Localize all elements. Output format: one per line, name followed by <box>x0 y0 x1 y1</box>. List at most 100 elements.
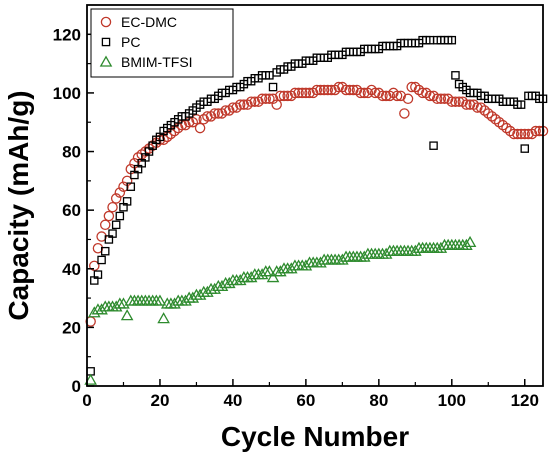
data-point <box>98 300 112 312</box>
data-point <box>520 144 530 153</box>
x-axis: 0 20 40 60 80 100 120 <box>82 379 539 410</box>
data-point <box>304 87 315 99</box>
data-point <box>205 111 217 122</box>
data-point <box>113 297 127 309</box>
data-point <box>438 238 451 250</box>
data-point <box>339 250 353 262</box>
data-point <box>534 125 545 137</box>
data-point <box>256 93 268 105</box>
x-tick-label: 120 <box>511 391 539 410</box>
data-point <box>394 244 408 256</box>
data-point <box>391 90 403 102</box>
data-point <box>410 81 421 93</box>
data-point <box>131 294 145 306</box>
data-point <box>263 265 276 277</box>
data-point <box>97 255 106 265</box>
data-point <box>504 125 516 137</box>
data-point <box>423 241 437 253</box>
x-tick-label: 100 <box>438 391 466 410</box>
data-point <box>419 241 433 253</box>
data-point <box>322 84 334 96</box>
data-point <box>194 122 206 134</box>
y-tick-label: 20 <box>62 318 81 337</box>
data-point <box>457 96 468 107</box>
data-point <box>461 99 472 110</box>
data-point <box>380 90 392 102</box>
data-point <box>464 99 476 110</box>
data-point <box>368 247 382 259</box>
data-point <box>220 105 231 116</box>
data-point <box>329 84 341 96</box>
data-point <box>417 87 428 99</box>
x-tick-label: 80 <box>369 391 388 410</box>
x-tick-label: 0 <box>82 391 91 410</box>
data-point <box>388 87 399 99</box>
data-point <box>516 100 526 109</box>
data-point <box>268 82 278 92</box>
data-point <box>523 128 534 140</box>
data-point <box>286 90 297 102</box>
data-point <box>412 241 426 253</box>
data-point <box>508 128 520 140</box>
data-point <box>361 247 375 259</box>
data-point <box>216 108 228 119</box>
data-point <box>307 87 319 99</box>
x-axis-title: Cycle Number <box>221 421 409 452</box>
data-point <box>271 99 282 110</box>
data-point <box>171 294 185 306</box>
data-point <box>114 187 126 198</box>
data-point <box>435 93 447 105</box>
data-point <box>343 250 356 262</box>
data-point <box>446 96 458 107</box>
data-point <box>303 256 316 268</box>
data-point <box>107 201 118 213</box>
data-point <box>259 265 273 277</box>
data-point <box>253 96 264 107</box>
data-point <box>146 294 159 306</box>
data-point <box>84 373 97 385</box>
data-point <box>366 84 377 96</box>
data-point <box>402 93 414 105</box>
data-point <box>325 253 338 265</box>
data-point <box>317 253 331 265</box>
data-point <box>449 238 462 250</box>
data-point <box>501 122 512 134</box>
data-point <box>288 259 302 271</box>
data-point <box>486 111 498 122</box>
series-circle <box>85 81 549 327</box>
data-point <box>346 250 360 262</box>
data-point <box>108 229 117 238</box>
data-point <box>111 220 121 230</box>
data-point <box>475 102 487 113</box>
data-point <box>460 238 473 250</box>
data-point <box>135 294 149 306</box>
y-tick-label: 60 <box>62 201 81 220</box>
data-point <box>451 71 460 80</box>
data-point <box>292 259 305 271</box>
data-point <box>358 87 370 99</box>
data-point <box>226 273 240 286</box>
data-point <box>198 114 209 125</box>
data-point <box>315 84 326 96</box>
data-point <box>463 235 477 248</box>
data-point <box>373 87 385 99</box>
data-point <box>140 146 151 157</box>
data-point <box>453 96 465 107</box>
data-point <box>245 96 257 107</box>
legend-marker <box>101 37 111 47</box>
data-point <box>421 87 432 99</box>
data-point <box>100 246 110 256</box>
y-tick-label: 40 <box>62 260 81 279</box>
data-point <box>395 90 406 102</box>
data-point <box>479 105 490 116</box>
data-point <box>238 99 250 110</box>
data-point <box>441 238 455 250</box>
data-point <box>326 84 337 96</box>
plot-frame <box>86 4 544 387</box>
data-point <box>383 244 397 256</box>
plot-marks <box>84 35 549 385</box>
data-point <box>289 87 301 99</box>
data-point <box>202 111 213 122</box>
data-point <box>126 182 136 191</box>
data-point <box>237 271 251 283</box>
